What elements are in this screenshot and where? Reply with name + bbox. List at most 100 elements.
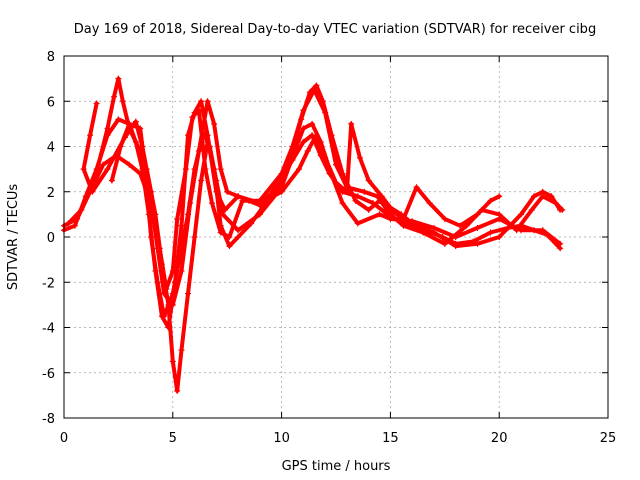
x-tick-label: 10 [273, 431, 290, 446]
data-point [187, 200, 194, 207]
data-point [132, 138, 139, 145]
data-point [300, 125, 307, 132]
data-point [198, 98, 205, 105]
data-point [211, 120, 218, 127]
data-point [178, 222, 185, 229]
data-point [426, 200, 433, 207]
x-tick-label: 25 [600, 431, 617, 446]
data-point [559, 206, 566, 213]
data-point [557, 245, 564, 252]
data-point [174, 215, 181, 222]
data-point [452, 243, 459, 250]
axis-ticks: 0 5 10 15 20 25 -8 -6 -4 -2 0 2 4 6 8 [42, 50, 616, 446]
data-point [148, 188, 155, 195]
data-point [185, 290, 192, 297]
plot-series [61, 75, 566, 394]
data-point [115, 116, 122, 123]
data-point [119, 98, 126, 105]
data-point [354, 193, 361, 200]
data-point [224, 188, 231, 195]
data-point [348, 120, 355, 127]
data-point [174, 387, 181, 394]
data-point [169, 358, 176, 365]
grid [64, 56, 608, 418]
data-point [74, 215, 81, 222]
y-tick-label: -4 [42, 322, 55, 337]
data-point [400, 222, 407, 229]
data-point [108, 177, 115, 184]
data-point [387, 211, 394, 218]
x-tick-label: 5 [169, 431, 177, 446]
data-point [463, 222, 470, 229]
data-point [145, 211, 152, 218]
data-point [226, 234, 233, 240]
data-point [235, 227, 242, 234]
chart-title: Day 169 of 2018, Sidereal Day-to-day VTE… [74, 22, 596, 37]
data-point [413, 184, 420, 191]
data-point [80, 166, 87, 173]
data-point [195, 107, 202, 114]
data-point [71, 222, 78, 229]
data-point [517, 211, 524, 218]
data-point [217, 229, 224, 236]
y-axis-label: SDTVAR / TECUs [6, 184, 21, 291]
data-point [398, 211, 405, 218]
data-point [121, 134, 128, 141]
data-point [178, 267, 185, 274]
data-point [361, 188, 368, 195]
data-point [531, 193, 538, 200]
data-point [235, 193, 242, 200]
data-point [256, 197, 263, 204]
x-tick-label: 0 [60, 431, 68, 446]
data-point [248, 220, 255, 227]
data-point [313, 132, 320, 139]
data-point [552, 200, 559, 207]
data-point [189, 114, 196, 121]
data-point [365, 206, 372, 213]
data-point [487, 229, 494, 236]
data-point [343, 184, 350, 191]
y-tick-label: 4 [47, 141, 55, 156]
data-point [202, 166, 209, 173]
data-point [195, 148, 202, 155]
x-tick-label: 20 [491, 431, 508, 446]
data-point [152, 267, 159, 274]
data-point [104, 166, 111, 173]
data-point [539, 193, 546, 200]
data-point [161, 290, 168, 297]
data-point [528, 206, 535, 213]
data-point [171, 279, 178, 286]
data-point [496, 211, 503, 218]
data-point [89, 188, 96, 195]
data-point [474, 240, 481, 247]
data-point [198, 177, 205, 184]
series-line [109, 99, 563, 330]
data-point [457, 222, 464, 229]
data-point [322, 109, 329, 116]
y-tick-label: 2 [47, 186, 55, 201]
data-point [356, 154, 363, 161]
data-point [441, 240, 448, 247]
data-point [544, 231, 551, 238]
data-point [513, 227, 520, 234]
data-point [430, 229, 437, 236]
data-point [300, 107, 307, 114]
data-point [548, 193, 555, 200]
data-point [93, 100, 100, 107]
data-point [365, 177, 372, 184]
data-point [487, 197, 494, 204]
data-point [311, 86, 318, 93]
series-track [80, 86, 566, 293]
data-point [441, 215, 448, 222]
series-track [108, 98, 564, 331]
x-tick-label: 15 [382, 431, 399, 446]
data-point [87, 132, 94, 139]
data-point [178, 347, 185, 354]
data-point [239, 197, 246, 204]
data-point [158, 313, 165, 320]
data-point [222, 206, 229, 213]
data-point [226, 243, 233, 250]
data-point [100, 161, 107, 168]
data-point [235, 234, 242, 240]
